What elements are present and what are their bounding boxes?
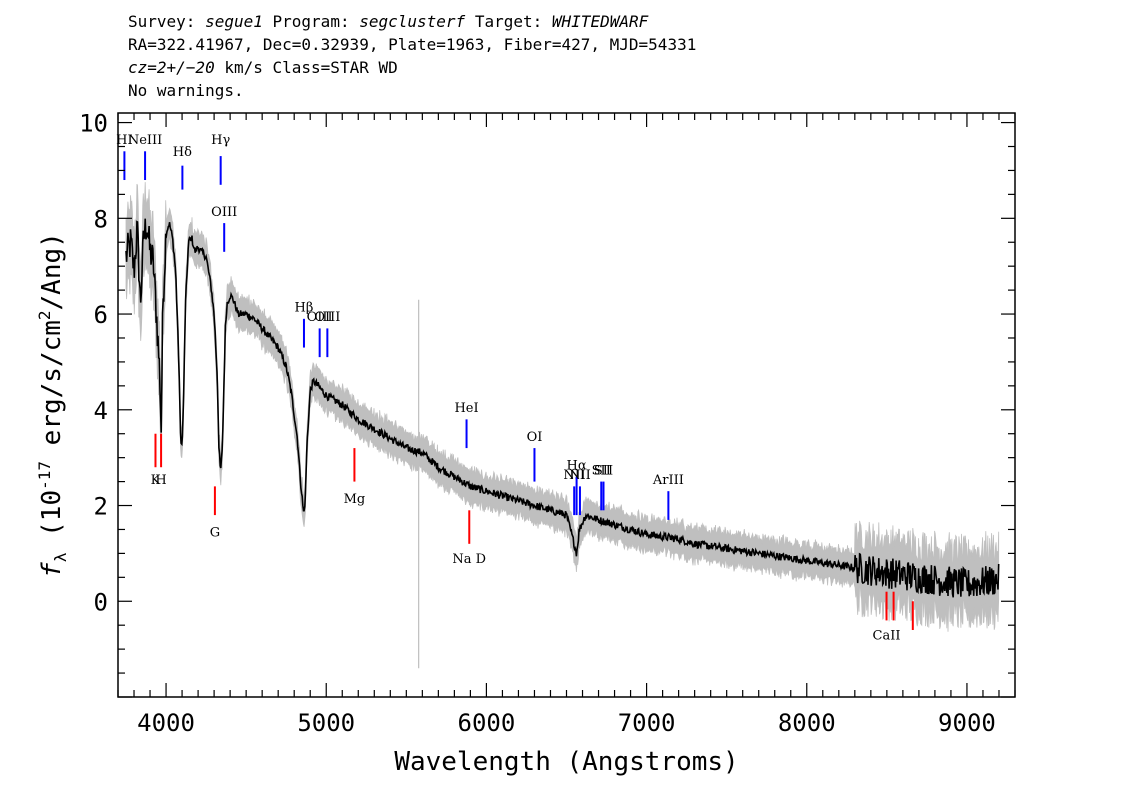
x-axis-title: Wavelength (Angstroms): [394, 747, 738, 777]
y-tick-label-4: 4: [94, 397, 108, 425]
line-label-15: ArIII: [652, 473, 684, 488]
survey-value: segue1: [205, 12, 263, 31]
x-tick-label-4000: 4000: [137, 709, 195, 737]
line-label-10: NII: [563, 468, 585, 483]
line-label-7: OIII: [314, 310, 340, 325]
y-axis-title-part-1: λ: [51, 552, 70, 562]
program-label: Program:: [272, 12, 350, 31]
line-label-18: G: [210, 526, 220, 541]
y-tick-label-8: 8: [94, 205, 108, 233]
spectrum-header: Survey: segue1 Program: segclusterf Targ…: [128, 10, 696, 102]
line-label-17: H: [155, 473, 166, 488]
line-label-11: Hα: [567, 459, 587, 474]
x-tick-label-6000: 6000: [458, 709, 516, 737]
line-label-14: SII: [594, 463, 613, 478]
flux-series: [125, 218, 1000, 598]
line-label-6: OIII: [307, 310, 333, 325]
line-label-21: CaII: [873, 629, 901, 644]
y-axis-title-text: fλ (10-17 erg/s/cm2/Ang): [35, 232, 70, 578]
redshift-class: km/s Class=STAR WD: [224, 58, 398, 77]
line-label-4: OIII: [211, 205, 237, 220]
x-tick-label-7000: 7000: [618, 709, 676, 737]
line-label-13: SII: [592, 463, 611, 478]
y-tick-label-6: 6: [94, 301, 108, 329]
redshift-value: cz=2+/−20: [128, 58, 215, 77]
y-axis-title-part-6: /Ang): [37, 232, 67, 310]
target-value: WHITEDWARF: [551, 12, 649, 31]
y-tick-label-2: 2: [94, 493, 108, 521]
line-label-12: NII: [569, 468, 591, 483]
y-tick-label-10: 10: [79, 110, 108, 138]
survey-label: Survey:: [128, 12, 196, 31]
line-label-5: Hβ: [295, 301, 314, 316]
header-line-warnings: No warnings.: [128, 81, 244, 100]
y-tick-label-0: 0: [94, 588, 108, 616]
line-label-19: Mg: [344, 492, 366, 507]
program-value: segclusterf: [359, 12, 466, 31]
error-band: [125, 182, 1000, 669]
y-axis-title-part-4: erg/s/cm: [37, 320, 67, 461]
line-label-3: Hγ: [211, 133, 230, 148]
x-tick-label-5000: 5000: [297, 709, 355, 737]
line-label-16: K: [151, 473, 161, 488]
header-line-coordinates: RA=322.41967, Dec=0.32939, Plate=1963, F…: [128, 35, 697, 54]
line-label-0: HI: [116, 133, 132, 148]
line-label-1: NeIII: [128, 133, 162, 148]
y-axis-title-part-5: 2: [35, 310, 54, 320]
x-tick-label-9000: 9000: [938, 709, 996, 737]
line-label-9: OI: [527, 430, 543, 445]
axes: 4000 5000 6000 7000 8000 9000 0 2 4 6 8 10: [79, 110, 1016, 737]
x-tick-label-8000: 8000: [778, 709, 836, 737]
header-line-survey: Survey: segue1 Program: segclusterf Targ…: [128, 10, 696, 33]
y-axis-title-part-0: f: [37, 562, 67, 578]
line-label-8: HeI: [454, 401, 478, 416]
y-axis-title: fλ (10-17 erg/s/cm2/Ang): [35, 232, 70, 578]
y-axis-title-part-2: (10: [37, 490, 67, 553]
line-label-20: Na D: [452, 552, 486, 567]
line-label-2: Hδ: [173, 145, 192, 160]
flux-line: [125, 218, 1000, 598]
target-label: Target:: [474, 12, 543, 31]
header-line-redshift: cz=2+/−20 km/s Class=STAR WD: [128, 56, 696, 79]
y-axis-title-part-3: -17: [35, 461, 54, 490]
